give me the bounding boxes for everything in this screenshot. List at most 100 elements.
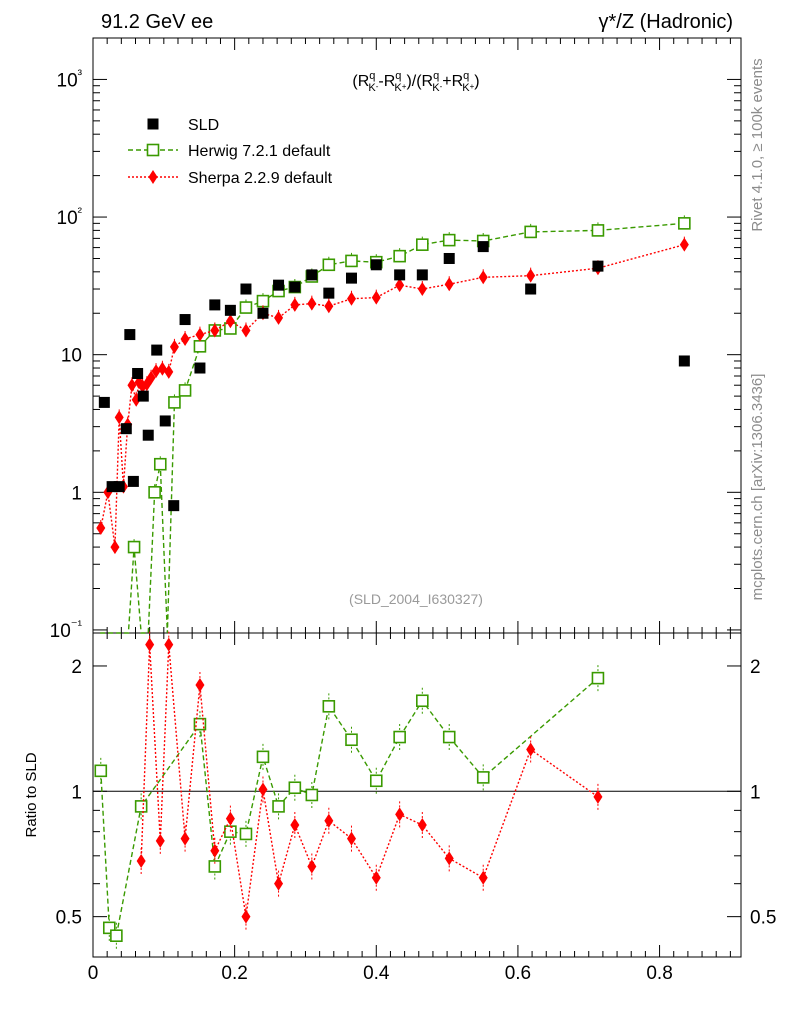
ratio-plot-frame	[92, 632, 742, 958]
ratio-y-tick-label-left: 2	[71, 657, 82, 678]
sld-point	[124, 329, 136, 341]
herwig-ratio-line-group	[94, 665, 605, 949]
sherpa-point	[164, 364, 174, 379]
sherpa-ratio-point	[274, 876, 284, 891]
sld-point	[306, 269, 318, 281]
herwig-ratio-point	[110, 929, 123, 943]
herwig-ratio-point	[272, 800, 285, 813]
sherpa-point	[478, 270, 488, 285]
sld-point	[137, 390, 149, 402]
sherpa-ratio-line	[140, 644, 599, 917]
sherpa-ratio-point	[136, 854, 146, 869]
sherpa-point	[127, 378, 137, 393]
sld-point	[120, 423, 132, 435]
herwig-point	[127, 540, 141, 554]
herwig-ratio-point	[239, 827, 253, 841]
sherpa-line	[100, 243, 685, 548]
sld-point	[132, 367, 144, 379]
ratio-y-tick-label-left: 0.5	[56, 908, 82, 929]
sherpa-point	[180, 332, 190, 347]
sherpa-point	[679, 237, 689, 252]
sherpa-ratio-point	[417, 818, 427, 833]
sherpa-point	[526, 268, 536, 283]
sld-point	[240, 283, 252, 295]
ratio-y-tick-label-right: 0.5	[750, 908, 776, 929]
sherpa-ratio-point	[210, 843, 220, 858]
legend-item: Herwig 7.2.1 default	[128, 143, 331, 160]
herwig-ratio-point	[476, 771, 490, 784]
header-left-title: 91.2 GeV ee	[101, 11, 213, 33]
herwig-ratio-point	[442, 730, 456, 744]
sld-point	[224, 304, 236, 316]
sherpa-ratio-point	[241, 909, 251, 924]
herwig-ratio-point	[369, 774, 383, 788]
herwig-line	[100, 222, 685, 634]
ratio-y-label: Ratio to SLD	[23, 752, 40, 837]
sld-point	[257, 307, 269, 319]
sld-point	[370, 259, 382, 271]
sherpa-point	[290, 297, 300, 312]
sherpa-ratio-point	[444, 851, 454, 866]
sherpa-ratio-point	[307, 859, 317, 874]
sherpa-point	[225, 314, 235, 329]
herwig-point	[678, 217, 691, 230]
herwig-point	[591, 224, 605, 237]
sherpa-point	[195, 327, 205, 342]
herwig-point	[393, 249, 406, 263]
sherpa-ratio-point	[258, 782, 268, 797]
sherpa-point	[371, 290, 381, 305]
sherpa-ratio-point	[164, 637, 174, 652]
sherpa-point	[96, 521, 106, 536]
sld-point	[477, 241, 489, 253]
herwig-ratio-point	[322, 700, 336, 713]
herwig-point	[178, 384, 192, 397]
sherpa-ratio-line-group	[136, 631, 603, 930]
herwig-point	[256, 294, 270, 308]
ratio-y-tick-label-right: 1	[750, 782, 761, 803]
x-tick-label: 0.6	[505, 963, 531, 984]
herwig-ratio-point	[305, 788, 319, 802]
sherpa-ratio-point	[526, 742, 536, 757]
sherpa-point	[146, 370, 156, 385]
legend: SLD Herwig 7.2.1 default Sherpa 2.2.9 defa…	[128, 117, 333, 187]
sherpa-ratio-point	[371, 870, 381, 885]
sherpa-ratio-point	[478, 870, 488, 885]
y-tick-label: 10³	[57, 66, 83, 91]
sld-point	[142, 429, 154, 441]
y-tick-label: 1	[71, 483, 82, 504]
data-series	[94, 215, 691, 949]
sherpa-point	[324, 299, 334, 314]
sherpa-point	[210, 323, 220, 338]
sherpa-point	[395, 278, 405, 293]
rivet-label: Rivet 4.1.0, ≥ 100k events	[749, 58, 766, 231]
ratio-y-tick-label-left: 1	[71, 782, 82, 803]
sld-point	[209, 299, 221, 311]
sld-point	[127, 475, 139, 487]
sherpa-ratio-point	[395, 807, 405, 822]
sld-point	[289, 281, 301, 293]
herwig-ratio-point	[345, 733, 358, 747]
legend-sld-marker	[147, 118, 159, 130]
herwig-point	[416, 238, 429, 251]
herwig-point	[148, 486, 161, 499]
herwig-point	[442, 233, 456, 247]
x-tick-label: 0	[88, 963, 99, 984]
sld-point	[113, 481, 125, 493]
sherpa-point	[241, 323, 251, 338]
y-tick-label: 10⁻¹	[50, 617, 83, 642]
analysis-tag: (SLD_2004_I630327)	[349, 591, 483, 607]
sherpa-ratio-point	[145, 637, 155, 652]
herwig-point	[193, 340, 207, 353]
sherpa-ratio-point	[290, 818, 300, 833]
sld-point	[525, 283, 537, 295]
sld-point	[443, 252, 455, 264]
herwig-ratio-point	[224, 825, 237, 838]
sld-point	[106, 481, 118, 493]
sld-point	[394, 269, 406, 281]
sherpa-point	[274, 310, 284, 325]
sherpa-ratio-point	[346, 831, 356, 846]
herwig-ratio-point	[591, 671, 605, 685]
herwig-ratio-point	[288, 781, 302, 795]
legend-label: Sherpa 2.2.9 default	[188, 170, 333, 187]
